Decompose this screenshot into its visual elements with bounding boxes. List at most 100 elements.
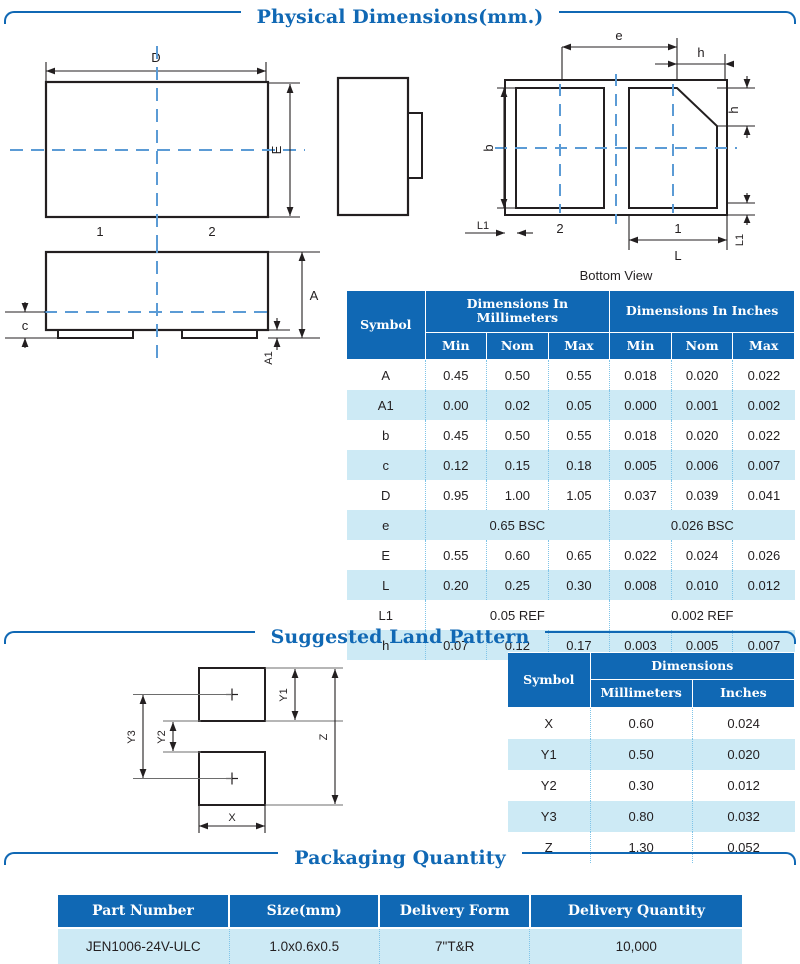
drawing-side-view: c A A1 <box>0 240 340 375</box>
cell-mm-max: 0.55 <box>548 420 611 451</box>
cell-symbol: c <box>347 450 426 481</box>
col-header-mm-max: Max <box>547 331 611 361</box>
packaging-quantity-table: Part Number Size(mm) Delivery Form Deliv… <box>58 892 742 964</box>
dimensions-table: Symbol Dimensions In Millimeters Dimensi… <box>347 289 795 661</box>
cell-in: 0.020 <box>692 738 795 770</box>
cell-mm-span: 0.05 REF <box>425 600 611 631</box>
cell-in-min: 0.018 <box>609 420 672 451</box>
label-z: Z <box>318 733 330 740</box>
label-a: A <box>310 288 319 303</box>
cell-in-nom: 0.020 <box>671 359 734 391</box>
dimensions-table-head: Symbol Dimensions In Millimeters Dimensi… <box>347 289 795 361</box>
cell-mm-nom: 1.00 <box>486 480 549 511</box>
cell-mm-max: 0.30 <box>548 570 611 601</box>
drawing-land-pattern: Y1 Y2 Y3 Z <box>95 648 405 843</box>
label-pin-1-top: 1 <box>96 224 103 239</box>
label-pin-2-bottom: 2 <box>556 221 563 236</box>
dimension-e-height <box>268 82 300 218</box>
centerlines-bottom <box>495 74 737 224</box>
cell-part-number: JEN1006-24V-ULC <box>58 928 230 964</box>
section-header-packaging-quantity: Packaging Quantity <box>0 847 800 869</box>
cell-mm: 0.80 <box>590 800 693 832</box>
label-y2: Y2 <box>156 730 168 743</box>
cell-symbol: b <box>347 420 426 451</box>
dimension-a1 <box>268 318 290 350</box>
label-c: c <box>22 318 29 333</box>
table-row: Y2 0.30 0.012 <box>508 769 795 801</box>
rule-left <box>4 630 255 644</box>
extension-lines-land <box>133 667 343 806</box>
cell-in-span: 0.026 BSC <box>609 510 795 541</box>
table-row: L 0.20 0.25 0.30 0.008 0.010 0.012 <box>347 570 795 601</box>
cell-in-nom: 0.020 <box>671 420 734 451</box>
cell-mm-max: 0.05 <box>548 390 611 421</box>
col-header-in-nom: Nom <box>670 331 734 361</box>
cell-in-min: 0.037 <box>609 480 672 511</box>
cell-in-nom: 0.006 <box>671 450 734 481</box>
cell-delivery-quantity: 10,000 <box>529 928 742 964</box>
cell-symbol: h <box>347 630 426 661</box>
table-row: A1 0.00 0.02 0.05 0.000 0.001 0.002 <box>347 390 795 421</box>
section-header-physical-dimensions: Physical Dimensions(mm.) <box>0 6 800 28</box>
centerlines-side <box>44 240 272 358</box>
label-y1: Y1 <box>278 688 290 701</box>
table-row: D 0.95 1.00 1.05 0.037 0.039 0.041 <box>347 480 795 511</box>
cell-mm-min: 0.45 <box>425 359 488 391</box>
land-table-head: Symbol Dimensions Millimeters Inches <box>508 651 796 708</box>
cell-in-max: 0.002 <box>732 390 795 421</box>
dimension-c <box>5 302 58 348</box>
table-row: c 0.12 0.15 0.18 0.005 0.006 0.007 <box>347 450 795 481</box>
cell-mm-min: 0.00 <box>425 390 488 421</box>
drawing-top-view: D E 1 2 <box>0 40 330 290</box>
packaging-table-body: JEN1006-24V-ULC 1.0x0.6x0.5 7"T&R 10,000 <box>58 928 742 964</box>
drawing-bottom-view: e h <box>455 28 800 283</box>
body-outline-end <box>336 76 410 217</box>
cell-symbol: A1 <box>347 390 426 421</box>
cell-mm: 0.60 <box>590 707 693 739</box>
col-header-land-group: Dimensions <box>589 651 795 681</box>
table-row: Y3 0.80 0.032 <box>508 800 795 832</box>
table-row: e 0.65 BSC 0.026 BSC <box>347 510 795 541</box>
dimension-z <box>331 669 339 804</box>
packaging-table-head: Part Number Size(mm) Delivery Form Deliv… <box>58 892 742 930</box>
cell-mm-min: 0.20 <box>425 570 488 601</box>
cell-in-min: 0.000 <box>609 390 672 421</box>
drawing-end-view <box>320 55 460 245</box>
col-header-group-in: Dimensions In Inches <box>609 290 795 333</box>
cell-mm-nom: 0.15 <box>486 450 549 481</box>
label-b: b <box>481 144 496 151</box>
cell-mm: 0.30 <box>590 769 693 801</box>
label-h-vertical: h <box>726 106 741 113</box>
cell-delivery-form: 7"T&R <box>379 928 531 964</box>
cell-mm-nom: 0.02 <box>486 390 549 421</box>
table-row: L1 0.05 REF 0.002 REF <box>347 600 795 631</box>
cell-symbol: L1 <box>347 600 426 631</box>
section-title-land-pattern: Suggested Land Pattern <box>270 626 530 648</box>
label-l: L <box>674 248 681 263</box>
cell-in-min: 0.005 <box>609 450 672 481</box>
col-header-delivery-quantity: Delivery Quantity <box>528 892 742 930</box>
cell-in-nom: 0.024 <box>671 540 734 571</box>
cell-mm: 1.30 <box>590 831 693 863</box>
rule-right <box>559 10 796 24</box>
table-row: JEN1006-24V-ULC 1.0x0.6x0.5 7"T&R 10,000 <box>58 928 742 964</box>
col-header-part-number: Part Number <box>58 892 230 930</box>
cell-in: 0.052 <box>727 839 760 855</box>
dimension-l <box>628 215 728 250</box>
label-a1: A1 <box>263 351 275 364</box>
cell-size: 1.0x0.6x0.5 <box>229 928 380 964</box>
dimension-x <box>198 806 266 833</box>
col-header-size: Size(mm) <box>227 892 381 930</box>
cell-in-max: 0.022 <box>747 367 781 383</box>
rule-left <box>4 10 241 24</box>
dimension-l1-right <box>727 193 755 225</box>
cell-in-max: 0.026 <box>747 547 781 563</box>
land-pattern-table: Symbol Dimensions Millimeters Inches X 0.… <box>508 651 796 863</box>
label-y3: Y3 <box>126 730 138 743</box>
label-pin-1-bottom: 1 <box>674 221 681 236</box>
label-e-pitch: e <box>615 28 622 43</box>
cell-in-span: 0.002 REF <box>671 607 734 623</box>
cell-symbol: X <box>508 707 591 739</box>
rule-right <box>521 851 797 865</box>
